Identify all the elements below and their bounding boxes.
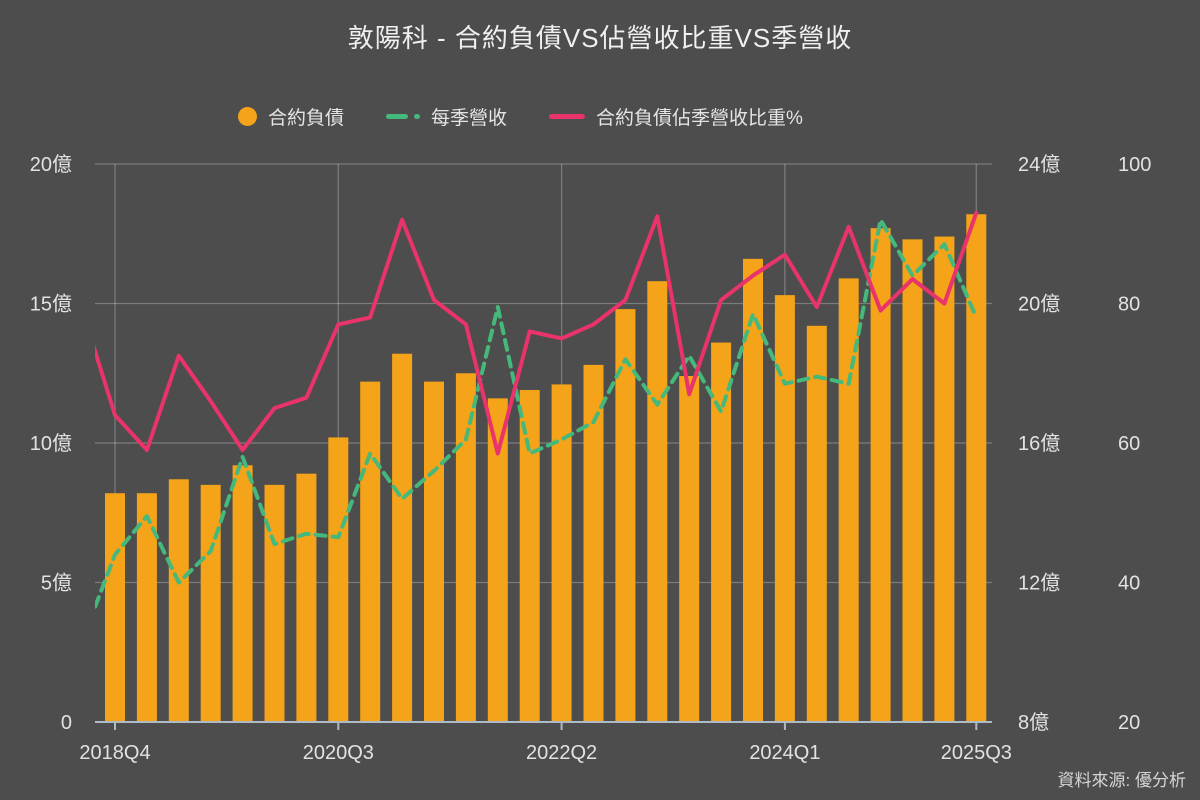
bar-2021Q4[interactable] [487,398,508,722]
legend-item-quarterly-revenue[interactable]: 每季營收 [386,103,507,130]
chart-title: 敦陽科 - 合約負債VS佔營收比重VS季營收 [347,23,853,53]
bar-2024Q4[interactable] [870,228,891,723]
bar-2022Q4[interactable] [615,309,636,722]
y-left-tick-label: 15億 [30,293,72,316]
bar-2023Q2[interactable] [679,376,700,722]
legend: 合約負債 每季營收 合約負債佔季營收比重% [238,103,803,130]
bar-2020Q4[interactable] [360,381,381,722]
legend-label: 每季營收 [431,108,508,129]
bar-2022Q3[interactable] [583,364,604,722]
bar-2019Q4[interactable] [232,465,253,722]
bar-2025Q3[interactable] [966,214,987,722]
y-right-revenue-tick-label: 24億 [1018,153,1060,176]
bar-2025Q2[interactable] [934,236,955,723]
ratio-line[interactable] [83,210,979,456]
revenue-line[interactable] [83,217,979,639]
y-right-ratio-tick-label: 80 [1118,294,1140,316]
bar-2021Q2[interactable] [424,381,444,722]
bar-2020Q2[interactable] [296,473,317,722]
bar-2024Q2[interactable] [806,325,827,722]
bar-2021Q1[interactable] [392,353,413,722]
legend-item-ratio[interactable]: 合約負債佔季營收比重% [549,103,803,130]
source-note: 資料來源: 優分析 [1057,771,1186,790]
bar-2024Q3[interactable] [838,278,859,722]
y-left-tick-label: 5億 [41,572,72,595]
y-right-ratio-tick-label: 20 [1118,712,1140,734]
bar-2023Q3[interactable] [711,342,732,722]
bar-2020Q1[interactable] [264,484,285,722]
bar-2021Q3[interactable] [455,373,476,722]
x-tick-label: 2018Q4 [79,742,150,764]
y-right-revenue-tick-label: 12億 [1018,572,1060,595]
line-marker-icon [549,114,586,119]
bar-2023Q1[interactable] [647,281,668,722]
bar-2025Q1[interactable] [902,239,923,722]
x-tick-label: 2025Q3 [941,742,1012,764]
bar-2019Q1[interactable] [136,493,157,722]
bar-2022Q1[interactable] [519,389,540,722]
bar-2020Q3[interactable] [328,437,349,722]
legend-item-contract-liability[interactable]: 合約負債 [238,103,344,130]
legend-label: 合約負債佔季營收比重% [596,108,803,129]
bar-2022Q2[interactable] [551,384,572,722]
x-tick-label: 2020Q3 [303,742,374,764]
y-left-tick-label: 10億 [30,432,72,455]
bar-2024Q1[interactable] [774,295,795,722]
bar-2019Q2[interactable] [168,479,189,722]
y-right-ratio-tick-label: 100 [1118,154,1151,176]
bar-2018Q4[interactable] [105,493,125,722]
x-tick-label: 2022Q2 [526,742,597,764]
y-right-revenue-tick-label: 8億 [1018,711,1049,734]
circle-marker-icon [238,107,257,126]
y-right-revenue-tick-label: 16億 [1018,432,1060,455]
bar-2023Q4[interactable] [743,258,763,722]
y-right-ratio-tick-label: 40 [1118,573,1140,595]
bar-2019Q3[interactable] [200,484,221,722]
y-left-tick-label: 0 [61,712,72,734]
y-left-tick-label: 20億 [30,153,72,176]
y-right-revenue-tick-label: 20億 [1018,293,1060,316]
dashed-line-marker-icon [386,114,421,119]
legend-label: 合約負債 [268,108,345,129]
y-right-ratio-tick-label: 60 [1118,433,1140,455]
x-tick-label: 2024Q1 [749,742,820,764]
